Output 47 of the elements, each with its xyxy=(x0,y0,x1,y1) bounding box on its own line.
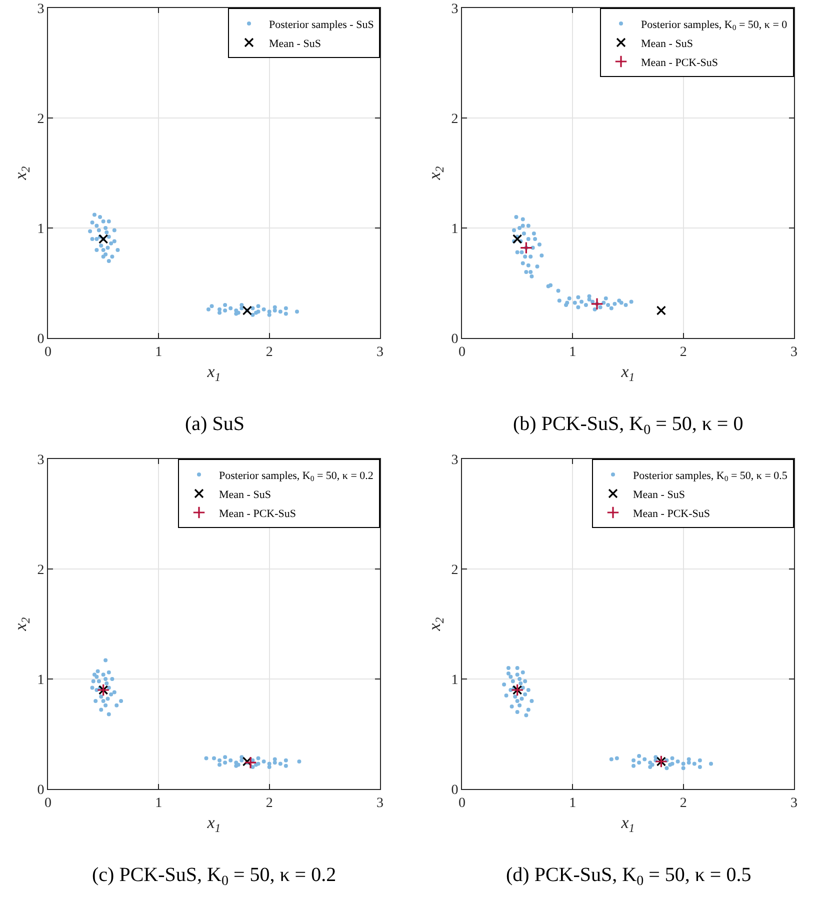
legend-label: Posterior samples, K$_{0}$ = 50, κ = 0.5 xyxy=(633,470,788,484)
text: (a) SuS xyxy=(185,413,244,435)
legend-label: Mean - SuS xyxy=(641,38,693,50)
y-tick-label: 1 xyxy=(37,222,44,237)
y-tick-label: 0 xyxy=(37,332,44,347)
y-tick-label: 0 xyxy=(451,332,458,347)
x-tick-label: 3 xyxy=(790,344,798,360)
legend-label: Mean - SuS xyxy=(633,488,685,501)
x-axis-title: x$_{1}$ xyxy=(206,813,221,835)
legend-label: Posterior samples, K$_{0}$ = 50, κ = 0 xyxy=(641,18,788,32)
legend-label: Mean - PCK-SuS xyxy=(219,508,296,520)
x-tick-label: 2 xyxy=(266,796,273,811)
text: (b) PCK-SuS, K$_{0}$ = 50, κ = 0 xyxy=(513,413,744,438)
legend-label: Posterior samples, K$_{0}$ = 50, κ = 0.2 xyxy=(219,470,374,484)
x-tick-label: 3 xyxy=(376,344,384,360)
y-tick-label: 1 xyxy=(37,672,44,688)
x-axis-title: x$_{1}$ xyxy=(206,362,221,384)
x-axis-title: x$_{1}$ xyxy=(620,813,635,835)
x-tick-label: 2 xyxy=(266,344,273,360)
text: (d) PCK-SuS, K$_{0}$ = 50, κ = 0.5 xyxy=(506,864,752,890)
y-tick-label: 3 xyxy=(37,2,44,17)
x-tick-label: 1 xyxy=(155,344,162,360)
legend-label: Mean - PCK-SuS xyxy=(641,56,718,69)
legend-label: Posterior samples - SuS xyxy=(269,18,374,31)
x-tick-label: 1 xyxy=(569,344,576,360)
y-tick-label: 2 xyxy=(37,562,44,578)
y-tick-label: 1 xyxy=(451,672,458,688)
x-axis-title: x$_{1}$ xyxy=(620,362,635,384)
y-tick-label: 3 xyxy=(451,2,458,17)
y-tick-label: 0 xyxy=(37,782,44,798)
text: (c) PCK-SuS, K$_{0}$ = 50, κ = 0.2 xyxy=(92,864,336,890)
y-tick-label: 2 xyxy=(451,112,458,127)
y-tick-label: 2 xyxy=(37,112,44,127)
x-tick-label: 3 xyxy=(376,796,384,811)
y-tick-label: 1 xyxy=(451,222,458,237)
y-tick-label: 2 xyxy=(451,562,458,578)
x-tick-label: 3 xyxy=(790,796,798,811)
x-tick-label: 1 xyxy=(155,796,162,811)
legend-label: Mean - PCK-SuS xyxy=(633,508,710,520)
x-tick-label: 1 xyxy=(569,796,576,811)
legend-label: Mean - SuS xyxy=(219,488,271,501)
y-tick-label: 3 xyxy=(37,452,44,468)
y-tick-label: 0 xyxy=(451,782,458,798)
x-tick-label: 2 xyxy=(680,796,687,811)
legend-label: Mean - SuS xyxy=(269,38,321,50)
x-tick-label: 2 xyxy=(680,344,687,360)
y-tick-label: 3 xyxy=(451,452,458,468)
